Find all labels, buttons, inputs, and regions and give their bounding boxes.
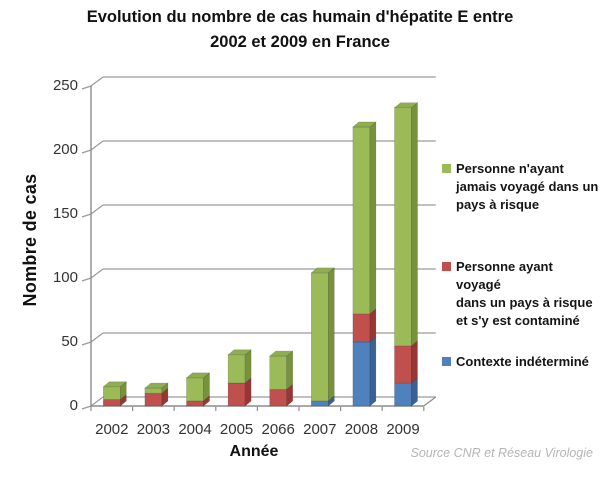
bar-segment-2007 (310, 272, 329, 402)
gridline-connector (90, 140, 104, 151)
x-tick-label-2008: 2008 (344, 421, 379, 438)
gridline-connector (90, 268, 104, 279)
y-tick-mark (81, 405, 92, 410)
y-tick-label: 150 (52, 205, 78, 222)
bar-side-2008 (369, 121, 377, 315)
floor-right-edge (423, 396, 437, 407)
legend-label-line: pays à risque (456, 197, 540, 212)
bar-segment-2005 (227, 354, 246, 384)
legend-swatch-icon (442, 262, 451, 271)
legend-label-line: jamais voyagé dans un (456, 179, 599, 194)
bar-top-2008 (352, 121, 377, 128)
legend-item: Contexte indéterminé (441, 353, 599, 371)
y-tick-label: 50 (61, 333, 78, 350)
chart-title: Evolution du nombre de cas humain d'hépa… (0, 5, 600, 55)
y-tick-mark (81, 213, 92, 218)
bar-segment-2066 (269, 389, 288, 407)
gridline-connector (90, 332, 104, 343)
x-tick-label-2066: 2066 (261, 421, 295, 438)
bar-segment-2002 (103, 399, 121, 407)
x-tick-label-2003: 2003 (136, 421, 171, 438)
bar-top-2005 (227, 349, 252, 356)
gridline-connector (90, 204, 104, 215)
legend-label-line: dans un pays à risque (456, 295, 593, 310)
legend-label: Contexte indéterminé (456, 353, 599, 371)
y-tick-label: 200 (52, 141, 78, 158)
bar-top-2004 (185, 372, 211, 379)
bar-segment-2008 (352, 313, 371, 343)
bar-segment-2003 (144, 387, 163, 394)
bar-top-2002 (102, 381, 128, 388)
bar-segment-2003 (144, 392, 163, 407)
bar-segment-2002 (103, 386, 121, 400)
bar-segment-2009 (394, 107, 412, 347)
bar-segment-2009 (394, 345, 412, 384)
y-tick-label: 0 (69, 397, 78, 414)
bar-top-2066 (268, 350, 294, 357)
bar-segment-2004 (186, 377, 204, 402)
legend-item: Personne n'ayant jamais voyagé dans un pay… (441, 160, 599, 214)
x-tick-label-2005: 2005 (219, 421, 254, 438)
bar-side-2009 (411, 102, 418, 347)
gridline-connector (90, 396, 104, 407)
legend-item: Personne ayant voyagé dans un pays à risq… (441, 258, 599, 330)
bar-segment-2008 (352, 341, 371, 407)
legend-label-line: Contexte indéterminé (456, 354, 589, 369)
legend-label-line: Personne n'ayant (456, 161, 564, 176)
source-note: Source CNR et Réseau Virologie (410, 446, 593, 460)
x-tick-label-2009: 2009 (386, 421, 420, 438)
x-tick-label-2002: 2002 (95, 421, 129, 438)
bar-side-2008 (369, 336, 377, 407)
y-tick-label: 100 (52, 269, 78, 286)
bar-top-2007 (310, 267, 336, 274)
bar-segment-2009 (394, 382, 412, 407)
legend-label-line: Personne ayant voyagé (456, 259, 553, 292)
legend-swatch-icon (442, 164, 451, 173)
bar-side-2008 (369, 308, 377, 343)
bar-segment-2005 (227, 382, 246, 407)
bar-side-2066 (286, 350, 294, 391)
bar-side-2007 (327, 267, 335, 402)
bar-top-2009 (393, 102, 419, 109)
bar-segment-2004 (186, 400, 204, 407)
legend-label: Personne n'ayant jamais voyagé dans un pay… (456, 160, 599, 214)
legend-swatch-icon (442, 357, 451, 366)
bar-segment-2066 (269, 355, 288, 390)
x-tick-label-2007: 2007 (303, 421, 337, 438)
x-tick-label-2004: 2004 (178, 421, 212, 438)
bar-segment-2007 (310, 400, 329, 407)
legend-label: Personne ayant voyagé dans un pays à risq… (456, 258, 599, 330)
legend-label-line: et s'y est contaminé (456, 313, 580, 328)
y-tick-mark (81, 277, 92, 282)
y-tick-mark (81, 341, 92, 346)
y-tick-mark (81, 149, 92, 154)
bar-side-2005 (244, 349, 252, 384)
x-axis-title: Année (229, 443, 279, 460)
y-tick-label: 250 (52, 77, 78, 94)
chart-title-line2: 2002 et 2009 en France (210, 33, 390, 51)
bar-segment-2008 (352, 126, 371, 315)
bar-side-2009 (411, 340, 418, 384)
chart-title-line1: Evolution du nombre de cas humain d'hépa… (86, 8, 514, 26)
bar-top-2003 (144, 382, 169, 389)
y-tick-mark (81, 85, 92, 90)
gridline-connector (90, 76, 104, 87)
